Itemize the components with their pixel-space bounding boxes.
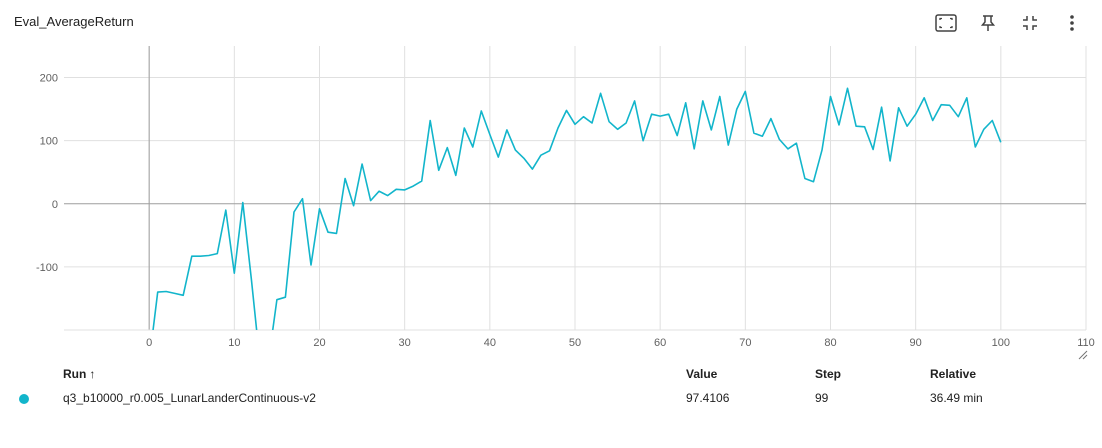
run-value: 97.4106	[686, 391, 730, 405]
line-chart[interactable]: 0 10 20 30 40 50 60 70 80 90 100 110 -100 0 100 200	[0, 40, 1102, 360]
axes	[64, 46, 1086, 331]
relative-column-header[interactable]: Relative	[930, 367, 977, 381]
collapse-button[interactable]	[1012, 8, 1048, 38]
fullscreen-icon	[935, 14, 957, 32]
pin-button[interactable]	[970, 8, 1006, 38]
x-tick-label: 110	[1077, 337, 1095, 349]
x-tick-label: 30	[399, 337, 411, 349]
pin-icon	[980, 15, 996, 31]
x-tick-label: 10	[228, 337, 240, 349]
y-tick-label: 200	[40, 73, 58, 85]
tick-labels: 0 10 20 30 40 50 60 70 80 90 100 110 -100 0 100 200	[36, 73, 1095, 349]
card-toolbar	[928, 8, 1090, 38]
chart-title: Eval_AverageReturn	[14, 14, 134, 29]
x-tick-label: 20	[313, 337, 325, 349]
y-tick-label: -100	[36, 262, 58, 274]
x-tick-label: 70	[739, 337, 751, 349]
series-line[interactable]	[149, 87, 1002, 360]
y-tick-label: 0	[52, 199, 58, 211]
x-tick-label: 80	[824, 337, 836, 349]
x-tick-label: 0	[146, 337, 152, 349]
sort-ascending-icon: ↑	[89, 367, 96, 381]
value-column-header[interactable]: Value	[686, 367, 718, 381]
x-tick-label: 40	[484, 337, 496, 349]
step-column-header[interactable]: Step	[815, 367, 842, 381]
x-tick-label: 50	[569, 337, 581, 349]
series-layer	[149, 87, 1002, 360]
runs-table: Run ↑ Value Step Relative q3_b10000_r0.00…	[0, 360, 1102, 412]
run-name: q3_b10000_r0.005_LunarLanderContinuous-v…	[63, 391, 316, 405]
runs-table-header: Run ↑ Value Step Relative	[0, 360, 1102, 386]
run-column-header[interactable]: Run ↑	[63, 367, 95, 381]
run-color-swatch	[19, 394, 29, 404]
more-options-button[interactable]	[1054, 8, 1090, 38]
x-tick-label: 100	[992, 337, 1010, 349]
x-tick-label: 90	[910, 337, 922, 349]
more-vert-icon	[1070, 15, 1074, 31]
run-header-label: Run	[63, 367, 87, 381]
collapse-icon	[1023, 16, 1037, 30]
run-relative: 36.49 min	[930, 391, 983, 405]
resize-handle-icon[interactable]	[1078, 350, 1088, 360]
y-tick-label: 100	[40, 136, 58, 148]
table-row[interactable]: q3_b10000_r0.005_LunarLanderContinuous-v…	[0, 386, 1102, 412]
grid	[64, 46, 1087, 330]
x-tick-label: 60	[654, 337, 666, 349]
run-step: 99	[815, 391, 829, 405]
fullscreen-button[interactable]	[928, 8, 964, 38]
